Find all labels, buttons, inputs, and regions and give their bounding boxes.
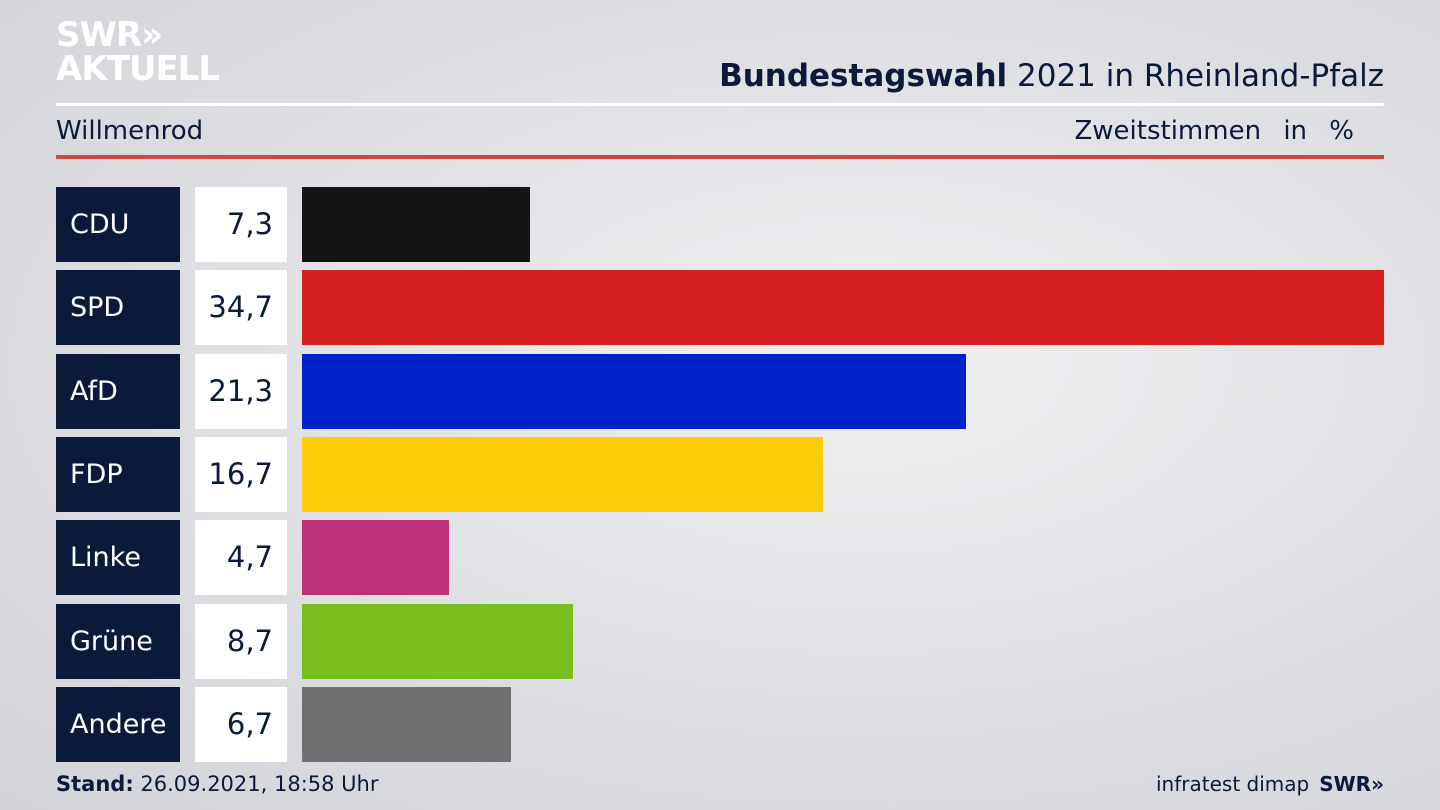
stand-value: 26.09.2021, 18:58 Uhr — [133, 772, 379, 796]
bar-andere — [302, 686, 511, 762]
value-label: 16,7 — [195, 436, 287, 512]
unit: in % — [1283, 116, 1354, 146]
swr-aktuell-logo: SWR» AKTUELL — [56, 15, 220, 89]
bar-row: Andere 6,7 — [56, 686, 1384, 762]
party-label: AfD — [56, 353, 180, 429]
bar-row: FDP 16,7 — [56, 436, 1384, 512]
bar-linke — [302, 520, 449, 596]
bar-row: CDU 7,3 — [56, 187, 1384, 262]
bar-grüne — [302, 603, 574, 679]
party-label: Grüne — [56, 603, 180, 679]
value-label: 34,7 — [195, 270, 287, 346]
party-label: FDP — [56, 436, 180, 512]
bar-fdp — [302, 436, 823, 512]
party-label: Linke — [56, 520, 180, 596]
value-label: 8,7 — [195, 603, 287, 679]
stand-label: Stand: — [56, 772, 134, 796]
title-rest: 2021 in Rheinland-Pfalz — [1007, 58, 1384, 94]
value-label: 4,7 — [195, 520, 287, 596]
bar-cdu — [302, 187, 530, 262]
bar-row: Linke 4,7 — [56, 520, 1384, 596]
measure: Zweitstimmen — [1074, 116, 1262, 146]
accent-divider — [56, 155, 1384, 159]
party-label: CDU — [56, 187, 180, 262]
source-name: infratest dimap — [1156, 772, 1310, 796]
value-label: 6,7 — [195, 686, 287, 762]
party-label: Andere — [56, 686, 180, 762]
source: infratest dimap SWR» — [1156, 772, 1384, 796]
value-label: 21,3 — [195, 353, 287, 429]
divider — [56, 103, 1384, 106]
logo-line2: AKTUELL — [56, 49, 220, 89]
value-label: 7,3 — [195, 187, 287, 262]
bar-row: Grüne 8,7 — [56, 603, 1384, 679]
bar-spd — [302, 270, 1384, 346]
party-label: SPD — [56, 270, 180, 346]
bar-row: SPD 34,7 — [56, 270, 1384, 346]
timestamp: Stand: 26.09.2021, 18:58 Uhr — [56, 772, 379, 796]
bar-row: AfD 21,3 — [56, 353, 1384, 429]
measure-label: Zweitstimmen in % — [1074, 116, 1354, 146]
logo-line1: SWR» — [56, 15, 163, 55]
bar-afd — [302, 353, 967, 429]
swr-brand: SWR» — [1319, 772, 1384, 796]
chart-title: Bundestagswahl 2021 in Rheinland-Pfalz — [719, 58, 1384, 94]
location: Willmenrod — [56, 116, 204, 146]
title-bold: Bundestagswahl — [719, 58, 1008, 94]
